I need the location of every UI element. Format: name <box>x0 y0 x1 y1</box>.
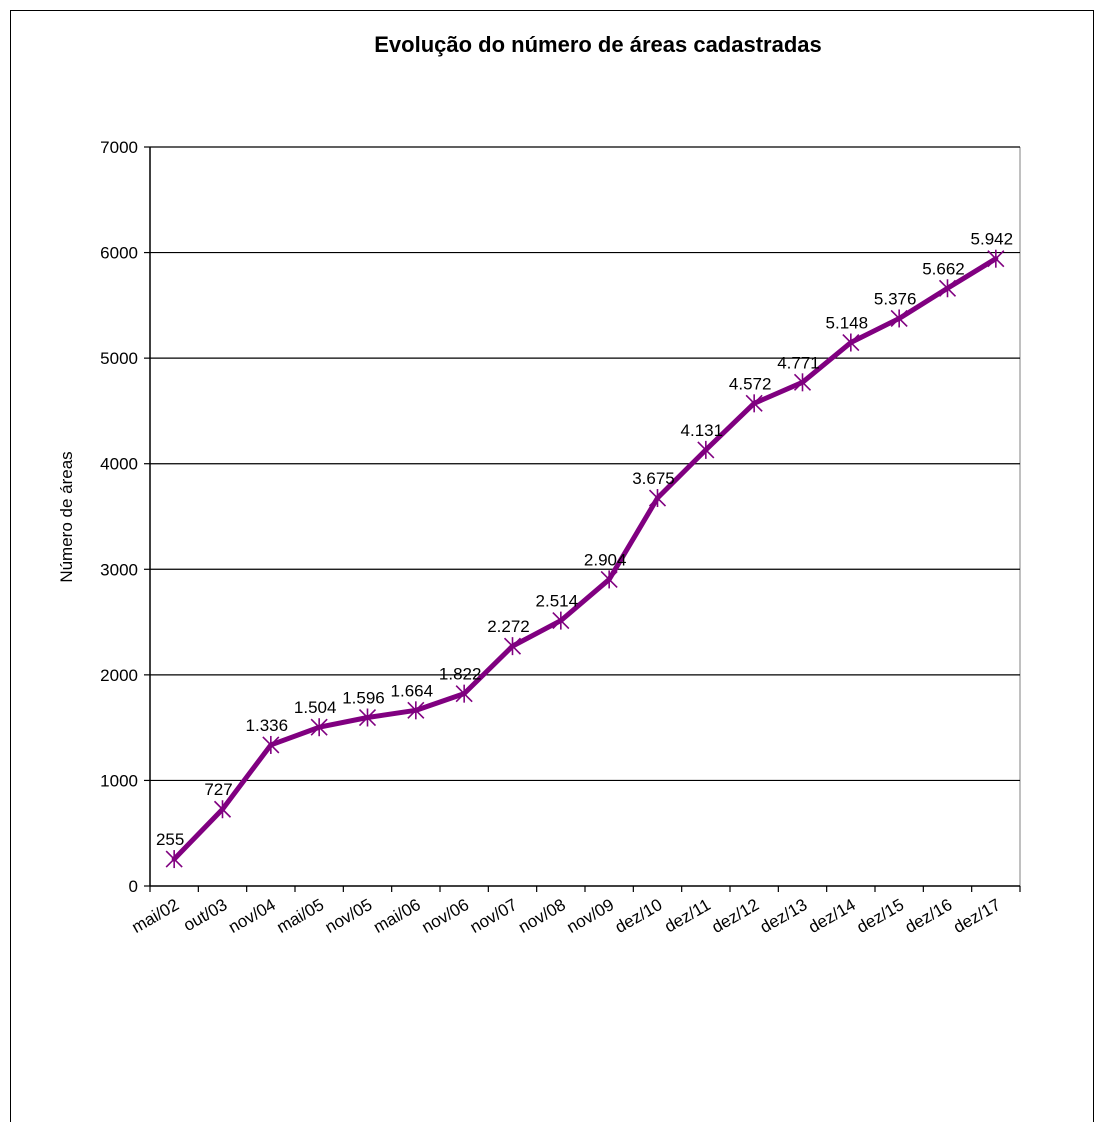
y-tick-label: 1000 <box>100 771 138 790</box>
data-label: 2.514 <box>536 592 579 611</box>
y-axis-label: Número de áreas <box>57 451 76 582</box>
x-tick-label: mai/06 <box>370 895 424 937</box>
data-label: 3.675 <box>632 469 675 488</box>
data-point <box>165 850 183 869</box>
x-tick-label: dez/14 <box>805 895 859 937</box>
data-point <box>358 708 377 727</box>
data-point <box>745 394 763 413</box>
x-tick-label: nov/07 <box>467 895 521 937</box>
y-tick-label: 5000 <box>100 349 138 368</box>
data-point <box>793 373 812 392</box>
axes <box>149 147 1020 887</box>
data-label: 5.662 <box>922 259 965 278</box>
data-label: 2.272 <box>487 617 530 636</box>
data-label: 1.664 <box>391 681 434 700</box>
data-label: 4.131 <box>681 421 724 440</box>
data-label: 1.822 <box>439 665 482 684</box>
y-tick-label: 0 <box>129 877 138 896</box>
series-line <box>171 256 999 862</box>
x-tick-label: dez/16 <box>902 895 956 937</box>
data-point <box>213 800 232 819</box>
x-tick-label: dez/10 <box>612 895 666 937</box>
x-ticks: mai/02out/03nov/04mai/05nov/05mai/06nov/… <box>128 886 1021 937</box>
data-point <box>407 701 425 720</box>
x-tick-label: dez/12 <box>708 895 762 937</box>
data-label: 1.596 <box>342 689 385 708</box>
data-point <box>455 684 473 703</box>
x-tick-label: nov/05 <box>322 895 376 937</box>
data-point <box>697 440 715 459</box>
x-tick-label: nov/09 <box>563 895 617 937</box>
y-ticks: 0 1000 2000 3000 4000 5000 6000 7000 <box>100 138 150 896</box>
data-label: 4.771 <box>777 353 820 372</box>
data-point <box>600 570 618 589</box>
data-label: 1.504 <box>294 698 337 717</box>
x-tick-label: dez/15 <box>853 895 907 937</box>
gridlines <box>150 146 1021 886</box>
data-point <box>987 249 1005 268</box>
x-tick-label: nov/06 <box>418 895 472 937</box>
x-tick-label: nov/08 <box>515 895 569 937</box>
data-labels: 255 727 1.336 1.504 1.596 1.664 1.822 2.272 2.51… <box>156 230 1013 849</box>
chart-title: Evolução do número de áreas cadastradas <box>374 32 822 57</box>
data-point <box>503 637 522 656</box>
data-label: 255 <box>156 830 184 849</box>
y-tick-label: 2000 <box>100 666 138 685</box>
series <box>165 249 1005 869</box>
data-label: 5.376 <box>874 289 917 308</box>
x-tick-label: dez/13 <box>757 895 811 937</box>
y-tick-label: 3000 <box>100 560 138 579</box>
x-tick-label: mai/02 <box>128 895 182 937</box>
y-tick-label: 7000 <box>100 138 138 157</box>
data-point <box>262 735 280 754</box>
data-point <box>310 718 328 737</box>
data-label: 4.572 <box>729 374 772 393</box>
data-point <box>938 279 957 298</box>
x-tick-label: out/03 <box>180 895 230 935</box>
data-point <box>842 333 860 352</box>
y-tick-label: 4000 <box>100 455 138 474</box>
y-tick-label: 6000 <box>100 244 138 263</box>
x-tick-label: nov/04 <box>225 895 279 937</box>
x-tick-label: mai/05 <box>273 895 327 937</box>
data-label: 5.942 <box>971 230 1014 249</box>
chart-frame <box>10 10 1094 1122</box>
data-label: 1.336 <box>246 716 289 735</box>
data-label: 5.148 <box>826 314 869 333</box>
data-label: 727 <box>204 780 232 799</box>
data-point <box>890 309 908 328</box>
x-tick-label: dez/11 <box>661 895 714 936</box>
x-tick-label: dez/17 <box>950 895 1004 937</box>
data-point <box>648 489 667 508</box>
data-point <box>552 611 570 630</box>
data-label: 2.904 <box>584 550 627 569</box>
